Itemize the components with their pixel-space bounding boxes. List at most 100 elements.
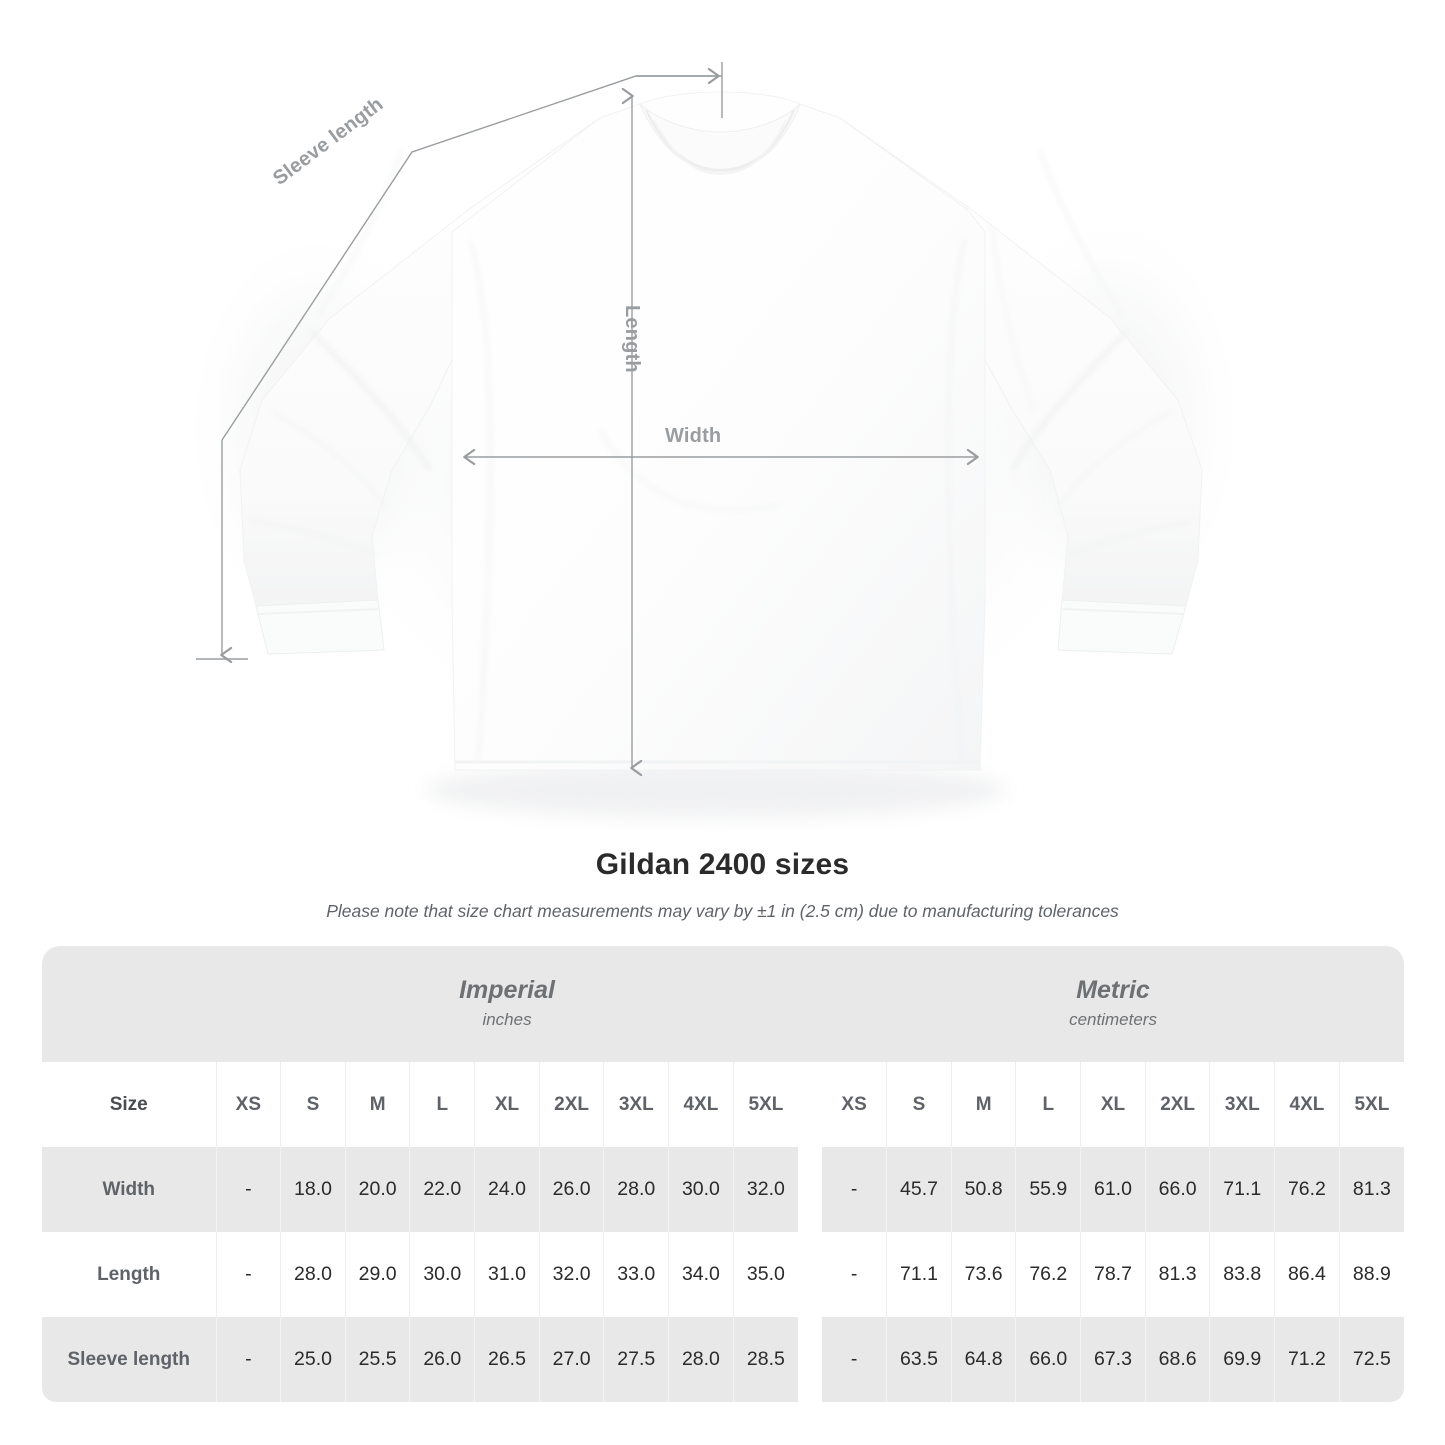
cell-width-imperial-xs: - <box>216 1147 282 1232</box>
row-gap-sleeve-length <box>798 1317 822 1402</box>
cell-width-imperial-4xl: 30.0 <box>668 1147 734 1232</box>
size-header-imperial-m: M <box>345 1062 411 1147</box>
cell-length-imperial-m: 29.0 <box>345 1232 411 1317</box>
cell-width-metric-4xl: 76.2 <box>1274 1147 1340 1232</box>
unit-subtitle: centimeters <box>1069 1010 1157 1029</box>
size-header-metric-l: L <box>1015 1062 1082 1147</box>
unit-name: Imperial <box>459 976 555 1004</box>
cell-sleeve-length-imperial-xl: 26.5 <box>474 1317 540 1402</box>
cell-sleeve-length-imperial-4xl: 28.0 <box>668 1317 734 1402</box>
cell-width-metric-l: 55.9 <box>1015 1147 1082 1232</box>
cell-length-metric-3xl: 83.8 <box>1209 1232 1276 1317</box>
size-header-imperial-xs: XS <box>216 1062 282 1147</box>
cell-width-imperial-s: 18.0 <box>280 1147 346 1232</box>
cell-width-metric-5xl: 81.3 <box>1339 1147 1405 1232</box>
size-header-metric-xl: XL <box>1080 1062 1146 1147</box>
size-header-imperial-xl: XL <box>474 1062 540 1147</box>
cell-width-metric-3xl: 71.1 <box>1209 1147 1276 1232</box>
size-header-metric-3xl: 3XL <box>1209 1062 1276 1147</box>
cell-sleeve-length-metric-m: 64.8 <box>951 1317 1017 1402</box>
cell-width-metric-s: 45.7 <box>886 1147 952 1232</box>
length-dimension-label: Length <box>621 305 643 373</box>
cell-length-imperial-l: 30.0 <box>409 1232 476 1317</box>
cell-sleeve-length-metric-xs: - <box>822 1317 888 1402</box>
table-row: Length -28.0 29.0 30.0 31.0 32.0 33.0 34.0 35.0-… <box>42 1232 1405 1317</box>
width-dimension-label: Width <box>665 425 722 447</box>
cell-width-imperial-3xl: 28.0 <box>603 1147 670 1232</box>
cell-sleeve-length-imperial-l: 26.0 <box>409 1317 476 1402</box>
cell-width-imperial-xl: 24.0 <box>474 1147 540 1232</box>
cell-sleeve-length-imperial-5xl: 28.5 <box>733 1317 799 1402</box>
left-sleeve <box>239 117 601 655</box>
cell-length-imperial-5xl: 35.0 <box>733 1232 799 1317</box>
cell-length-metric-xl: 78.7 <box>1080 1232 1146 1317</box>
cell-length-metric-2xl: 81.3 <box>1145 1232 1211 1317</box>
row-label-width: Width <box>42 1147 217 1232</box>
cell-length-imperial-xs: - <box>216 1232 282 1317</box>
cell-sleeve-length-imperial-2xl: 27.0 <box>539 1317 605 1402</box>
cell-sleeve-length-metric-3xl: 69.9 <box>1209 1317 1276 1402</box>
cell-sleeve-length-imperial-xs: - <box>216 1317 282 1402</box>
cell-sleeve-length-imperial-s: 25.0 <box>280 1317 346 1402</box>
title-block: Gildan 2400 sizes Please note that size … <box>0 845 1445 923</box>
size-header-imperial-3xl: 3XL <box>603 1062 670 1147</box>
cell-width-imperial-2xl: 26.0 <box>539 1147 605 1232</box>
unit-header-spacer-left <box>42 946 216 1062</box>
table-row: Sleeve length -25.0 25.5 26.0 26.5 27.0 27.5 28… <box>42 1317 1405 1402</box>
size-header-gap <box>798 1062 822 1147</box>
size-header-metric-2xl: 2XL <box>1145 1062 1211 1147</box>
page-title: Gildan 2400 sizes <box>595 848 850 881</box>
cell-sleeve-length-imperial-m: 25.5 <box>345 1317 411 1402</box>
unit-header-row: Imperial inches Metric centimeters <box>42 946 1405 1062</box>
measurement-guides <box>196 62 979 777</box>
unit-header-metric: Metric centimeters <box>822 946 1405 1062</box>
unit-header-gap <box>798 946 823 1062</box>
row-gap-length <box>798 1232 822 1317</box>
cell-sleeve-length-metric-2xl: 68.6 <box>1145 1317 1211 1402</box>
row-gap-width <box>798 1147 822 1232</box>
cell-sleeve-length-metric-4xl: 71.2 <box>1274 1317 1340 1402</box>
collar <box>639 103 801 176</box>
size-header-row: Size XS S M L XL 2XL 3XL 4XL 5XL XS S M L XL 2XL 3XL 4XL 5… <box>42 1062 1405 1147</box>
row-label-length: Length <box>42 1232 217 1317</box>
table-row: Width -18.0 20.0 22.0 24.0 26.0 28.0 30.0 32.0-4… <box>42 1147 1405 1232</box>
tolerance-note: Please note that size chart measurements… <box>326 901 1119 921</box>
cell-width-metric-xs: - <box>822 1147 888 1232</box>
cell-width-imperial-l: 22.0 <box>409 1147 476 1232</box>
size-header-imperial-4xl: 4XL <box>668 1062 734 1147</box>
size-header-metric-5xl: 5XL <box>1339 1062 1405 1147</box>
size-header-imperial-2xl: 2XL <box>539 1062 605 1147</box>
cell-width-metric-xl: 61.0 <box>1080 1147 1146 1232</box>
size-header-metric-4xl: 4XL <box>1274 1062 1340 1147</box>
unit-header-imperial: Imperial inches <box>216 946 799 1062</box>
cell-length-imperial-xl: 31.0 <box>474 1232 540 1317</box>
size-header-imperial-5xl: 5XL <box>733 1062 799 1147</box>
size-chart-table-wrap: Imperial inches Metric centimeters Size XS S M L… <box>42 946 1405 1402</box>
size-header-metric-m: M <box>951 1062 1017 1147</box>
size-header-metric-xs: XS <box>822 1062 888 1147</box>
cell-sleeve-length-metric-5xl: 72.5 <box>1339 1317 1405 1402</box>
unit-subtitle: inches <box>482 1010 532 1029</box>
right-sleeve <box>839 117 1203 655</box>
cell-width-metric-2xl: 66.0 <box>1145 1147 1211 1232</box>
garment-diagram: Sleeve length Length Width <box>180 62 1250 818</box>
cell-length-metric-xs: - <box>822 1232 888 1317</box>
cell-length-imperial-4xl: 34.0 <box>668 1232 734 1317</box>
garment-illustration <box>180 62 1250 818</box>
cell-length-metric-4xl: 86.4 <box>1274 1232 1340 1317</box>
cell-sleeve-length-imperial-3xl: 27.5 <box>603 1317 670 1402</box>
size-header-imperial-l: L <box>409 1062 476 1147</box>
row-label-sleeve-length: Sleeve length <box>42 1317 217 1402</box>
cell-sleeve-length-metric-xl: 67.3 <box>1080 1317 1146 1402</box>
size-chart-table: Imperial inches Metric centimeters Size XS S M L… <box>42 946 1405 1402</box>
cell-length-imperial-2xl: 32.0 <box>539 1232 605 1317</box>
cell-length-imperial-s: 28.0 <box>280 1232 346 1317</box>
size-header-label: Size <box>42 1062 217 1147</box>
cell-width-imperial-5xl: 32.0 <box>733 1147 799 1232</box>
cell-sleeve-length-metric-l: 66.0 <box>1015 1317 1082 1402</box>
unit-name: Metric <box>1076 976 1150 1004</box>
cell-width-metric-m: 50.8 <box>951 1147 1017 1232</box>
size-header-imperial-s: S <box>280 1062 346 1147</box>
cell-length-metric-s: 71.1 <box>886 1232 952 1317</box>
cell-sleeve-length-metric-s: 63.5 <box>886 1317 952 1402</box>
